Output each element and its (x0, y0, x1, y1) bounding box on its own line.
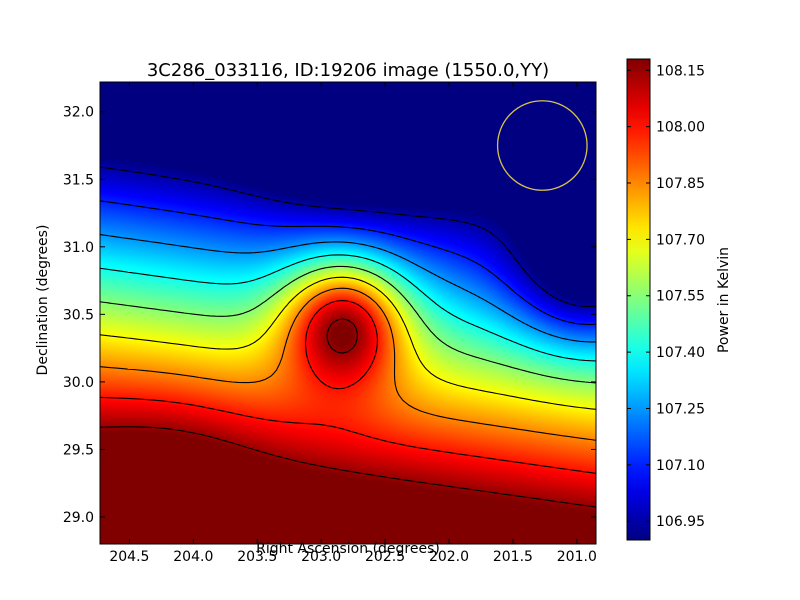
contour-level-3 (99, 254, 597, 362)
contour-level-4 (99, 265, 597, 384)
contour-lines (99, 166, 597, 508)
x-tick-label: 202.5 (365, 549, 405, 565)
plot-frame (99, 81, 597, 545)
colorbar-tick-label: 107.25 (656, 401, 705, 417)
y-axis-ticks: 29.0 29.5 30.0 30.5 31.0 31.5 32.0 (63, 105, 596, 526)
contour-level-2 (99, 234, 596, 343)
colorbar-tick-label: 108.00 (656, 120, 705, 136)
contour-level-0 (99, 166, 597, 308)
colorbar-tick-label: 106.95 (656, 514, 705, 530)
region-circle (496, 100, 588, 191)
x-tick-label: 201.5 (493, 549, 533, 565)
y-tick-label: 29.0 (63, 510, 94, 526)
colorbar-tick-label: 107.55 (656, 289, 705, 305)
y-axis-label: Declination (degrees) (35, 225, 51, 376)
x-tick-label: 202.0 (429, 549, 469, 565)
x-tick-label: 204.5 (109, 549, 149, 565)
colorbar-ticks: 106.95 107.10 107.25 107.40 107.55 107.70 107.… (627, 63, 705, 530)
y-tick-label: 29.5 (63, 442, 94, 458)
heatmap-image (100, 82, 596, 544)
y-tick-label: 32.0 (63, 105, 94, 121)
contour-level-5 (99, 276, 597, 410)
colorbar-frame (626, 58, 651, 541)
contour-level-6 (99, 287, 597, 441)
colorbar: 106.95 107.10 107.25 107.40 107.55 107.70 107.… (626, 58, 732, 541)
contour-level-1 (99, 200, 597, 326)
colorbar-tick-label: 108.15 (656, 63, 705, 79)
colorbar-label: Power in Kelvin (716, 247, 732, 353)
y-tick-label: 31.0 (63, 240, 94, 256)
contour-level-7 (99, 300, 597, 474)
contour-level-8 (99, 318, 597, 508)
y-tick-label: 31.5 (63, 172, 94, 188)
colorbar-tick-label: 107.10 (656, 458, 705, 474)
x-tick-label: 201.0 (557, 549, 597, 565)
colorbar-tick-label: 107.85 (656, 176, 705, 192)
chart-title: 3C286_033116, ID:19206 image (1550.0,YY) (147, 60, 549, 81)
colorbar-gradient (627, 59, 650, 540)
x-tick-label: 203.5 (237, 549, 277, 565)
y-tick-label: 30.0 (63, 375, 94, 391)
plot-area (99, 81, 597, 545)
colorbar-tick-label: 107.70 (656, 232, 705, 248)
y-tick-label: 30.5 (63, 307, 94, 323)
x-axis-ticks: 204.5 204.0 203.5 203.0 202.5 202.0 201.5 201.0 (109, 82, 597, 565)
x-tick-label: 204.0 (173, 549, 213, 565)
colorbar-tick-label: 107.40 (656, 345, 705, 361)
x-tick-label: 203.0 (301, 549, 341, 565)
x-axis-label: Right Ascension (degrees) (256, 541, 440, 557)
